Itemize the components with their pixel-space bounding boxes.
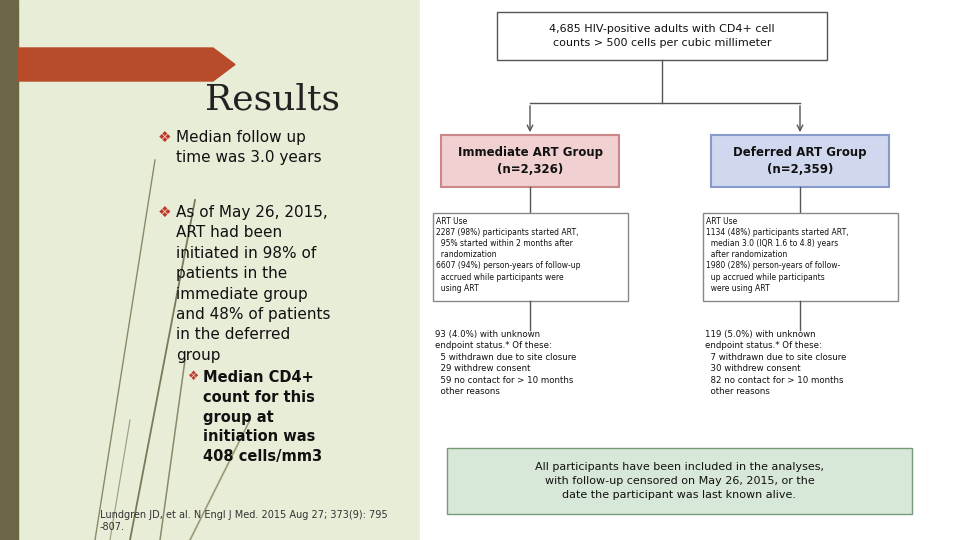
Bar (711, 135, 889, 187)
Bar (420, 0, 960, 540)
Text: 119 (5.0%) with unknown
endpoint status.* Of these:
  7 withdrawn due to site cl: 119 (5.0%) with unknown endpoint status.… (705, 330, 847, 396)
Text: ❖: ❖ (188, 370, 200, 383)
Text: Median CD4+
count for this
group at
initiation was
408 cells/mm3: Median CD4+ count for this group at init… (203, 370, 323, 464)
Bar (497, 12, 827, 60)
Text: ART Use
1134 (48%) participants started ART,
  median 3.0 (IQR 1.6 to 4.8) years: ART Use 1134 (48%) participants started … (707, 217, 850, 293)
Text: Median follow up
time was 3.0 years: Median follow up time was 3.0 years (176, 130, 322, 165)
Text: Results: Results (205, 82, 340, 116)
Text: All participants have been included in the analyses,
with follow-up censored on : All participants have been included in t… (535, 462, 824, 500)
Text: Immediate ART Group
(n=2,326): Immediate ART Group (n=2,326) (458, 146, 603, 176)
Text: 93 (4.0%) with unknown
endpoint status.* Of these:
  5 withdrawn due to site clo: 93 (4.0%) with unknown endpoint status.*… (435, 330, 576, 396)
Text: ❖: ❖ (158, 130, 172, 145)
Polygon shape (18, 48, 235, 81)
Text: Lundgren JD, et al. N Engl J Med. 2015 Aug 27; 373(9): 795
-807.: Lundgren JD, et al. N Engl J Med. 2015 A… (100, 510, 388, 531)
Bar (433, 213, 628, 301)
Bar (447, 448, 912, 514)
Text: ❖: ❖ (158, 205, 172, 220)
Text: 4,685 HIV-positive adults with CD4+ cell
counts > 500 cells per cubic millimeter: 4,685 HIV-positive adults with CD4+ cell… (549, 24, 775, 48)
Bar (441, 135, 619, 187)
Text: ART Use
2287 (98%) participants started ART,
  95% started within 2 months after: ART Use 2287 (98%) participants started … (437, 217, 581, 293)
Text: As of May 26, 2015,
ART had been
initiated in 98% of
patients in the
immediate g: As of May 26, 2015, ART had been initiat… (176, 205, 330, 363)
Text: Deferred ART Group
(n=2,359): Deferred ART Group (n=2,359) (733, 146, 867, 176)
Bar (703, 213, 898, 301)
Bar (0, 0, 18, 540)
